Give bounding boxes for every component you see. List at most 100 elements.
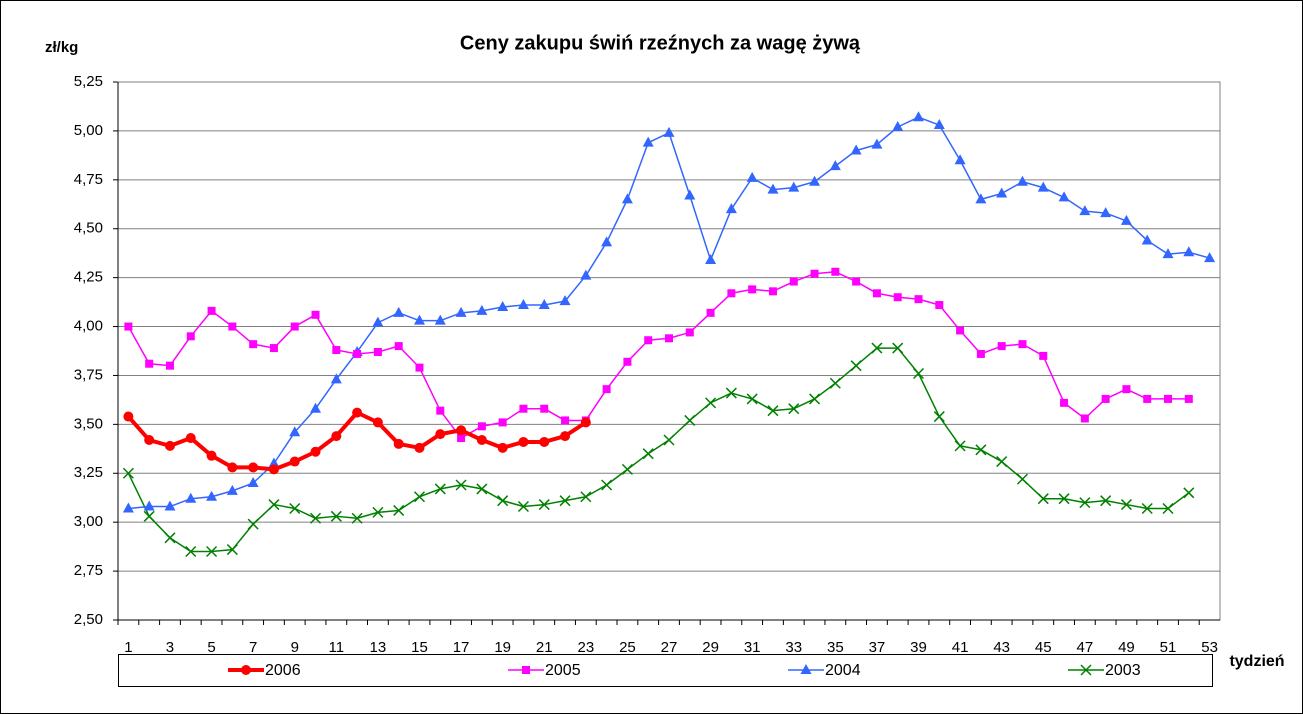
legend-label: 2004 [825, 662, 861, 679]
marker [457, 434, 466, 443]
marker [954, 440, 966, 452]
marker [145, 359, 154, 368]
marker [913, 111, 925, 122]
marker [1101, 394, 1110, 403]
marker [185, 433, 196, 444]
marker [893, 293, 902, 302]
marker [476, 304, 488, 315]
x-tick-label: 7 [249, 639, 257, 656]
x-tick-label: 53 [1201, 639, 1218, 656]
marker [164, 440, 175, 451]
marker [519, 404, 528, 413]
marker [975, 444, 987, 456]
marker [954, 154, 966, 165]
marker [935, 301, 944, 310]
marker [725, 387, 737, 399]
y-tick-label: 4,75 [74, 171, 103, 188]
marker [413, 314, 425, 325]
marker [435, 429, 446, 440]
marker [892, 120, 904, 131]
marker [206, 545, 218, 558]
y-tick-label: 5,00 [74, 122, 103, 139]
marker [1120, 214, 1132, 225]
marker [164, 532, 176, 544]
marker [1058, 493, 1070, 505]
marker [706, 308, 715, 317]
marker [1141, 502, 1153, 515]
marker [249, 340, 258, 349]
marker [746, 171, 758, 182]
marker [413, 491, 426, 503]
marker [601, 479, 613, 491]
marker [517, 501, 529, 513]
marker [809, 393, 821, 405]
marker [164, 500, 176, 511]
marker [311, 310, 320, 319]
marker [1162, 502, 1174, 515]
x-tick-label: 15 [411, 639, 428, 656]
x-tick-label: 13 [370, 639, 387, 656]
x-axis-label: tydzień [1229, 653, 1284, 670]
marker [393, 504, 405, 516]
marker [290, 322, 299, 331]
y-tick-label: 3,25 [74, 464, 103, 481]
marker [1037, 181, 1049, 192]
marker [872, 289, 881, 298]
marker [393, 306, 405, 317]
marker [247, 477, 259, 488]
marker [1204, 252, 1216, 263]
x-tick-label: 27 [661, 639, 678, 656]
x-tick-label: 45 [1035, 639, 1052, 656]
marker [684, 189, 696, 200]
marker [561, 416, 570, 425]
marker [476, 435, 487, 446]
marker [559, 495, 571, 507]
marker [788, 403, 800, 415]
marker [914, 295, 923, 304]
marker [829, 377, 841, 389]
marker [393, 438, 404, 449]
marker [685, 328, 694, 337]
y-tick-label: 5,25 [74, 73, 103, 90]
marker [540, 404, 549, 413]
marker [1016, 473, 1029, 485]
marker [1100, 207, 1112, 218]
marker [415, 363, 424, 372]
x-tick-label: 41 [952, 639, 969, 656]
marker [850, 144, 862, 155]
marker [414, 442, 425, 453]
x-tick-label: 19 [494, 639, 511, 656]
legend [118, 654, 1213, 687]
marker [642, 136, 654, 147]
marker [810, 269, 819, 278]
marker [538, 299, 550, 310]
marker [809, 175, 821, 186]
marker [789, 277, 798, 286]
marker [1100, 495, 1112, 507]
marker [1079, 205, 1091, 216]
marker [684, 414, 696, 426]
marker [330, 510, 342, 522]
marker [331, 431, 342, 442]
marker [434, 483, 446, 495]
marker [332, 346, 341, 355]
marker [1080, 664, 1092, 676]
marker [1162, 248, 1174, 259]
marker [165, 361, 174, 370]
marker [705, 254, 717, 265]
marker [997, 342, 1006, 351]
marker [996, 187, 1008, 198]
x-tick-label: 31 [744, 639, 761, 656]
marker [269, 344, 278, 353]
marker [871, 138, 883, 149]
y-tick-label: 4,50 [74, 220, 103, 237]
x-tick-label: 33 [785, 639, 802, 656]
marker [1183, 246, 1195, 257]
marker [1141, 234, 1153, 245]
y-tick-label: 4,00 [74, 318, 103, 335]
marker [831, 267, 840, 276]
marker [800, 664, 812, 674]
marker [522, 666, 530, 674]
x-tick-label: 21 [536, 639, 553, 656]
marker [1120, 499, 1132, 511]
